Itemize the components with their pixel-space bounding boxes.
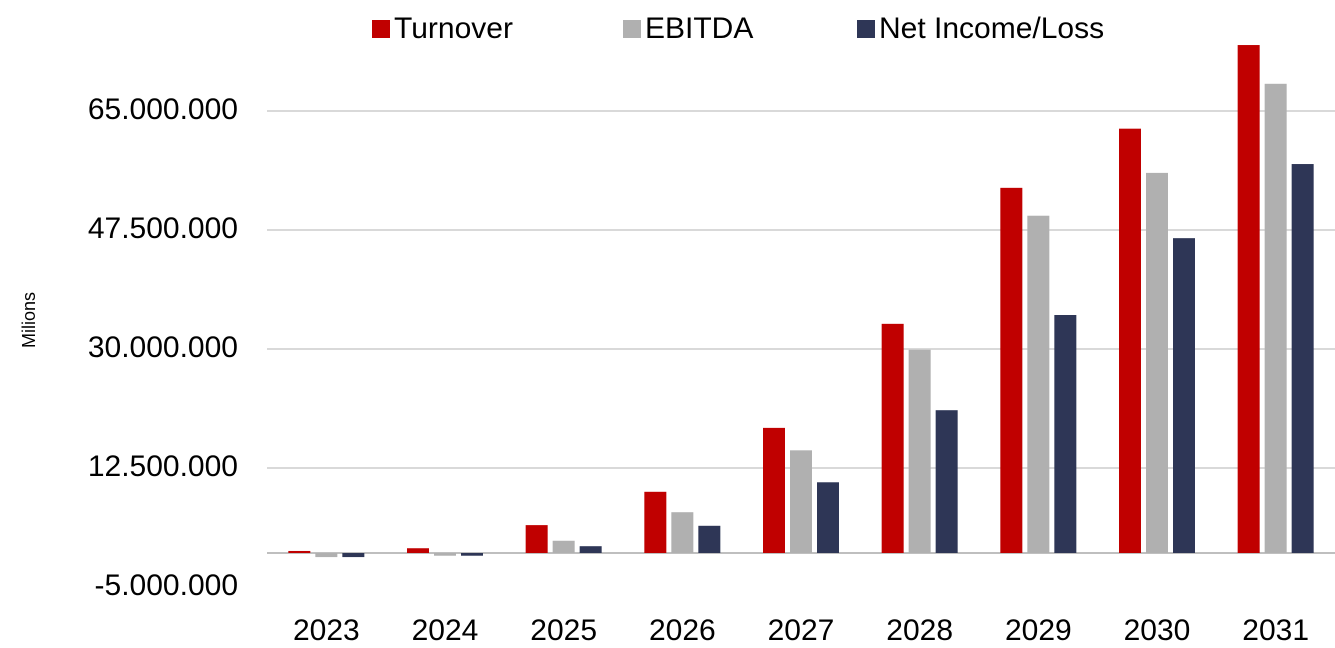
legend-label: Turnover: [394, 12, 513, 45]
bar: [461, 553, 483, 556]
bar: [1054, 315, 1077, 553]
bar: [1291, 164, 1314, 554]
bar: [908, 349, 931, 553]
bar: [1027, 215, 1050, 553]
bar: [881, 323, 904, 553]
y-tick-label: 12.500.000: [88, 450, 238, 483]
legend-swatch: [623, 20, 641, 38]
x-tick-label: 2023: [293, 614, 360, 647]
bar: [315, 553, 338, 558]
bar: [1146, 172, 1168, 553]
bar: [525, 525, 548, 553]
x-tick-label: 2031: [1242, 614, 1309, 647]
bar: [644, 491, 667, 553]
y-axis-label: Milions: [19, 292, 39, 348]
bar: [1119, 128, 1141, 553]
bar: [1237, 45, 1260, 553]
legend-label: Net Income/Loss: [879, 12, 1104, 45]
bar: [407, 548, 429, 553]
bar: [935, 410, 958, 553]
y-tick-label: 65.000.000: [88, 93, 238, 126]
bar: [1000, 187, 1023, 553]
bar: [1173, 238, 1195, 553]
bar: [698, 525, 721, 553]
legend-label: EBITDA: [645, 12, 753, 45]
x-tick-label: 2028: [886, 614, 953, 647]
legend-swatch: [857, 20, 875, 38]
y-tick-label: 30.000.000: [88, 331, 238, 364]
bar: [671, 512, 694, 553]
bar: [552, 540, 575, 553]
bar: [817, 482, 839, 553]
x-tick-label: 2030: [1124, 614, 1191, 647]
bar: [434, 553, 456, 556]
bar: [288, 550, 311, 553]
bar: [790, 450, 812, 553]
legend-swatch: [372, 20, 390, 38]
y-tick-label: 47.500.000: [88, 212, 238, 245]
x-tick-label: 2026: [649, 614, 716, 647]
bar: [579, 546, 602, 553]
x-tick-label: 2029: [1005, 614, 1072, 647]
bar: [342, 553, 365, 558]
y-tick-label: -5.000.000: [95, 569, 238, 602]
x-tick-label: 2027: [768, 614, 835, 647]
bar: [763, 427, 785, 553]
bar: [1264, 83, 1287, 554]
x-tick-label: 2025: [530, 614, 597, 647]
x-tick-label: 2024: [412, 614, 479, 647]
